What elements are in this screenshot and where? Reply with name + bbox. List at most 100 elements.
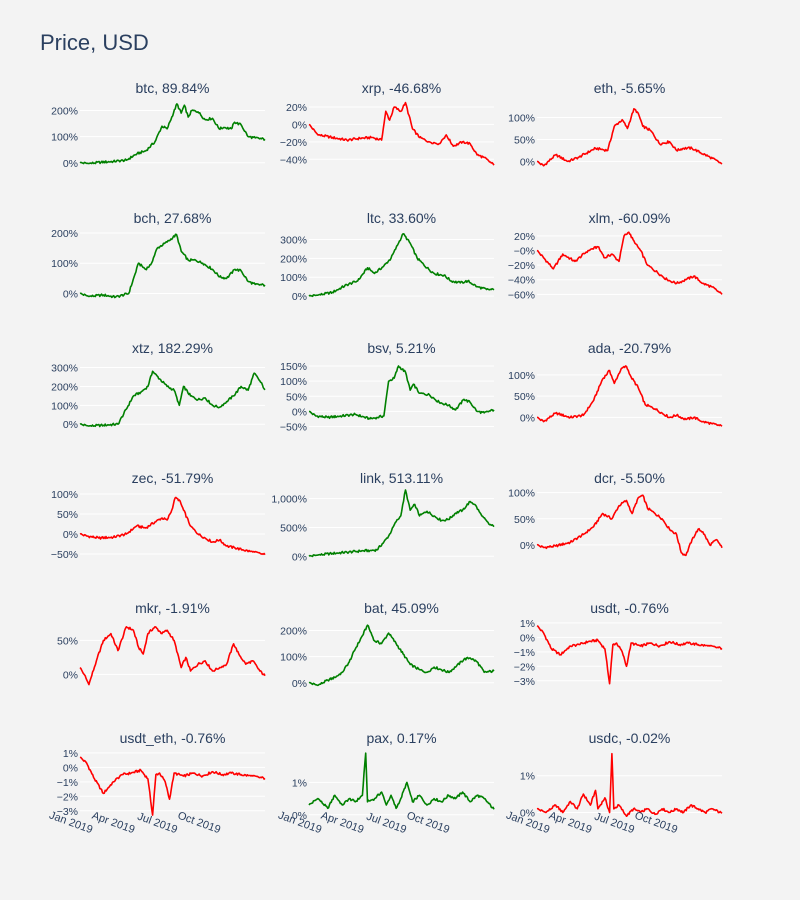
y-tick-label: 0% <box>63 158 78 170</box>
series-line-bch <box>79 233 266 299</box>
title-separator: , <box>617 600 625 616</box>
subplot-xlm: xlm, -60.09% 20% −0% −20% −40% −60% <box>508 210 723 301</box>
series-change: 27.68% <box>164 210 211 226</box>
series-line-bat <box>308 624 495 687</box>
title-separator: , <box>381 210 389 226</box>
y-tick-label: −50% <box>51 549 78 561</box>
subplot-btc: btc, 89.84% 0% 100% 200% <box>51 80 266 170</box>
y-tick-label: 100% <box>51 400 78 412</box>
subplot-title: bat, 45.09% <box>364 600 439 616</box>
title-separator: , <box>388 340 396 356</box>
x-tick-label: Oct 2019 <box>405 810 451 837</box>
subplot-title: usdt, -0.76% <box>590 600 669 616</box>
y-tick-label: −50% <box>280 421 307 433</box>
series-line-bsv <box>308 365 495 421</box>
series-line-xlm <box>536 231 723 295</box>
y-tick-label: 0% <box>292 406 307 418</box>
y-tick-label: 0% <box>63 529 78 541</box>
series-name: ltc <box>367 210 381 226</box>
series-name: bch <box>134 210 157 226</box>
chart-title: Price, USD <box>40 30 149 55</box>
subplot-title: usdc, -0.02% <box>589 730 671 746</box>
y-tick-label: 0% <box>63 669 78 681</box>
subplot-usdt: usdt, -0.76% 1% 0% −1% −2% −3% <box>514 600 723 688</box>
title-separator: , <box>153 470 161 486</box>
y-tick-label: 0% <box>63 762 78 774</box>
series-line-dcr <box>536 494 723 557</box>
series-name: eth <box>594 80 613 96</box>
series-name: bsv <box>367 340 389 356</box>
x-tick-label: Apr 2019 <box>319 810 365 837</box>
y-tick-label: −2% <box>57 791 78 803</box>
y-tick-label: 200% <box>280 253 307 265</box>
series-change: -0.76% <box>181 730 225 746</box>
series-name: dcr <box>594 470 614 486</box>
title-separator: , <box>613 80 621 96</box>
subplot-dcr: dcr, -5.50% 100% 50% 0% <box>508 470 723 557</box>
subplot-title: xlm, -60.09% <box>589 210 671 226</box>
title-separator: , <box>384 600 392 616</box>
subplot-zec: zec, -51.79% 100% 50% 0% −50% <box>51 470 266 561</box>
series-line-usdt <box>536 625 723 685</box>
y-tick-label: 1% <box>292 777 307 789</box>
series-name: xlm <box>589 210 611 226</box>
series-line-usdc <box>536 752 723 818</box>
series-name: mkr <box>135 600 159 616</box>
y-tick-label: 100% <box>280 272 307 284</box>
subplot-title: dcr, -5.50% <box>594 470 665 486</box>
title-separator: , <box>381 470 389 486</box>
y-tick-label: 200% <box>51 228 78 240</box>
series-change: 0.17% <box>397 730 437 746</box>
y-tick-label: −20% <box>280 137 307 149</box>
subplot-link: link, 513.11% 0% 500% 1,000% <box>271 470 495 563</box>
title-separator: , <box>613 470 621 486</box>
series-name: zec <box>132 470 154 486</box>
y-tick-label: −60% <box>508 289 535 301</box>
y-tick-label: 0% <box>292 291 307 303</box>
y-tick-label: 50% <box>286 391 307 403</box>
x-tick-label: Apr 2019 <box>547 810 593 837</box>
series-name: btc <box>136 80 155 96</box>
y-tick-label: 100% <box>508 113 535 125</box>
subplot-ltc: ltc, 33.60% 0% 100% 200% 300% <box>280 210 495 303</box>
series-change: -0.02% <box>626 730 670 746</box>
subplot-bch: bch, 27.68% 0% 100% 200% <box>51 210 266 300</box>
series-name: usdt_eth <box>120 730 174 746</box>
y-tick-label: 150% <box>280 361 307 373</box>
series-change: -60.09% <box>618 210 670 226</box>
y-tick-label: 100% <box>508 488 535 500</box>
series-name: ada <box>588 340 612 356</box>
x-tick-label: Jul 2019 <box>136 811 179 837</box>
subplot-xtz: xtz, 182.29% 0% 100% 200% 300% <box>51 340 266 431</box>
series-name: xtz <box>132 340 150 356</box>
y-tick-label: 50% <box>514 134 535 146</box>
series-change: -0.76% <box>624 600 668 616</box>
y-tick-label: 0% <box>292 678 307 690</box>
y-tick-label: 50% <box>57 635 78 647</box>
title-separator: , <box>156 210 164 226</box>
y-tick-label: 500% <box>280 522 307 534</box>
series-line-ada <box>537 365 723 427</box>
y-tick-label: 0% <box>520 632 535 644</box>
subplot-title: ltc, 33.60% <box>367 210 436 226</box>
series-change: 89.84% <box>162 80 209 96</box>
series-line-zec <box>79 496 266 556</box>
series-change: 182.29% <box>158 340 213 356</box>
subplot-title: bsv, 5.21% <box>367 340 435 356</box>
subplot-ada: ada, -20.79% 0% 50% 100% <box>508 340 723 427</box>
y-tick-label: −3% <box>514 676 535 688</box>
title-separator: , <box>610 210 618 226</box>
series-change: -46.68% <box>389 80 441 96</box>
series-line-eth <box>536 108 723 167</box>
subplot-xrp: xrp, -46.68% 20% 0% −20% −40% <box>280 80 495 166</box>
y-tick-label: −3% <box>57 806 78 818</box>
subplot-title: mkr, -1.91% <box>135 600 210 616</box>
y-tick-label: 1% <box>520 618 535 630</box>
series-line-pax <box>308 752 495 810</box>
y-tick-label: 20% <box>514 231 535 243</box>
title-separator: , <box>381 80 389 96</box>
series-name: usdc <box>589 730 619 746</box>
